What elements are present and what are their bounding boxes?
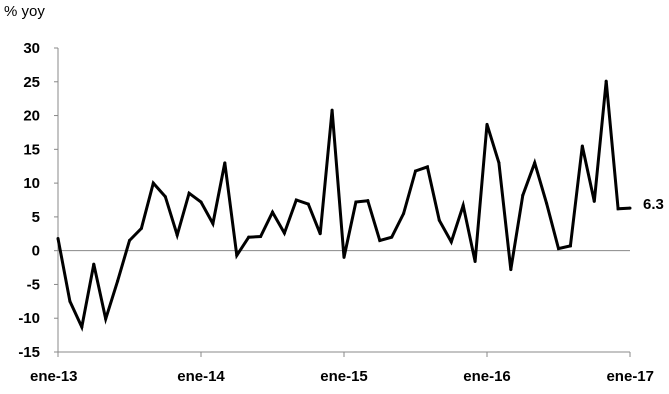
data-point xyxy=(485,122,489,126)
data-point xyxy=(604,79,608,83)
data-point xyxy=(247,235,251,239)
y-tick-label: 25 xyxy=(23,74,40,91)
data-point xyxy=(425,165,429,169)
data-point xyxy=(151,181,155,185)
y-axis: 30 25 20 15 10 5 0 -5 -10 -15 xyxy=(18,40,59,361)
data-point xyxy=(580,144,584,148)
plot-area xyxy=(56,79,632,332)
data-point xyxy=(282,231,286,235)
y-tick-label: 5 xyxy=(32,209,40,226)
data-point xyxy=(235,253,239,257)
series-line xyxy=(56,80,631,332)
data-point xyxy=(449,240,453,244)
data-point xyxy=(616,207,620,211)
y-tick-label: 10 xyxy=(23,175,40,192)
data-point xyxy=(592,199,596,203)
data-point xyxy=(378,239,382,243)
x-tick-label: ene-14 xyxy=(177,368,225,385)
y-tick-label: 20 xyxy=(23,108,40,125)
x-tick-label: ene-17 xyxy=(606,368,654,385)
data-point xyxy=(473,259,477,263)
data-point xyxy=(187,191,191,195)
data-point xyxy=(533,161,537,165)
y-tick-label: -10 xyxy=(18,310,40,327)
data-point xyxy=(509,268,513,272)
data-point xyxy=(402,212,406,216)
y-tick-label: 0 xyxy=(32,243,40,260)
data-point xyxy=(461,203,465,207)
data-point xyxy=(545,201,549,205)
data-point xyxy=(80,325,84,329)
y-tick-label: 30 xyxy=(23,40,40,57)
x-tick-label: ene-13 xyxy=(30,368,78,385)
data-point xyxy=(68,299,72,303)
y-axis-label: % yoy xyxy=(4,3,45,20)
data-point xyxy=(139,226,143,230)
data-point xyxy=(104,317,108,321)
data-point xyxy=(568,244,572,248)
data-point xyxy=(56,237,60,241)
data-point xyxy=(306,202,310,206)
data-point xyxy=(163,195,167,199)
x-tick-label: ene-15 xyxy=(320,368,368,385)
data-point xyxy=(330,108,334,112)
data-point xyxy=(557,247,560,251)
data-point xyxy=(342,255,346,259)
data-point xyxy=(366,199,370,203)
last-value-label: 6.3 xyxy=(643,196,664,213)
y-tick-label: -5 xyxy=(27,276,40,293)
data-point xyxy=(414,169,417,173)
data-point xyxy=(128,239,131,243)
data-point xyxy=(294,198,298,202)
data-point xyxy=(199,200,203,204)
data-point xyxy=(92,262,96,266)
data-point xyxy=(223,161,227,165)
data-point xyxy=(271,210,274,214)
data-point xyxy=(175,233,179,237)
x-tick-label: ene-16 xyxy=(463,368,511,385)
x-axis: ene-13 ene-14 ene-15 ene-16 ene-17 xyxy=(30,250,654,385)
data-point xyxy=(354,200,358,204)
data-point xyxy=(116,279,120,283)
data-point xyxy=(437,218,441,222)
data-point xyxy=(259,234,263,238)
data-point xyxy=(390,235,394,239)
data-point xyxy=(628,206,632,210)
data-point xyxy=(497,161,501,165)
data-point xyxy=(211,222,215,226)
y-tick-label: -15 xyxy=(18,344,40,361)
data-point xyxy=(318,232,322,236)
data-point xyxy=(521,193,525,197)
y-tick-label: 15 xyxy=(23,141,40,158)
